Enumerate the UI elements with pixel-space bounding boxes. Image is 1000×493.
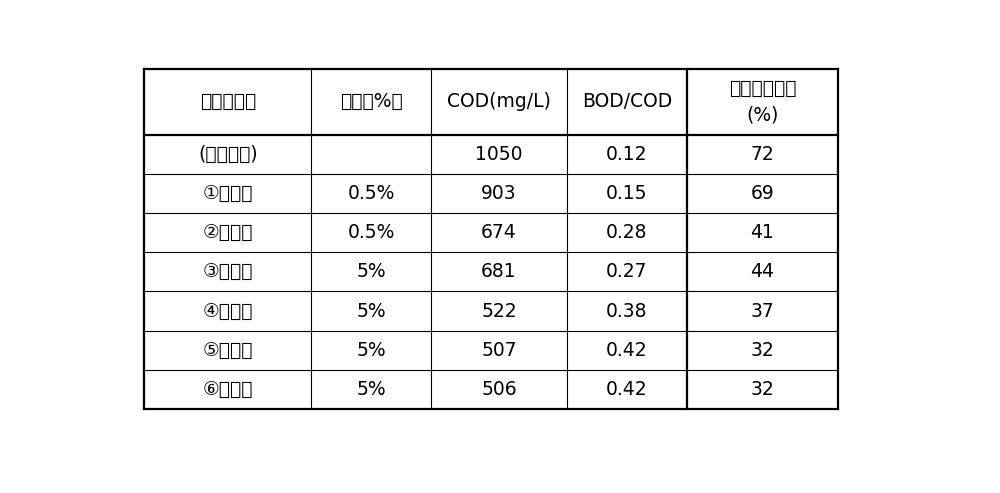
Text: 903: 903	[481, 184, 517, 203]
Text: 681: 681	[481, 262, 517, 282]
Text: 522: 522	[481, 302, 517, 320]
Text: ⑥催化后: ⑥催化后	[202, 380, 253, 399]
Text: 0.28: 0.28	[606, 223, 648, 243]
Text: BOD/COD: BOD/COD	[582, 92, 672, 111]
Text: ④催化后: ④催化后	[202, 302, 253, 320]
Text: 催化剂种类: 催化剂种类	[200, 92, 256, 111]
Text: 0.42: 0.42	[606, 380, 648, 399]
Text: 0.12: 0.12	[606, 145, 648, 164]
Text: 荧光染色毒性
(%): 荧光染色毒性 (%)	[729, 79, 796, 125]
Text: COD(mg/L): COD(mg/L)	[447, 92, 551, 111]
Text: 0.42: 0.42	[606, 341, 648, 359]
Text: 5%: 5%	[356, 262, 386, 282]
Text: 69: 69	[751, 184, 774, 203]
Text: 5%: 5%	[356, 380, 386, 399]
Text: 674: 674	[481, 223, 517, 243]
Text: 5%: 5%	[356, 302, 386, 320]
Text: 0.5%: 0.5%	[347, 184, 395, 203]
Text: 507: 507	[481, 341, 517, 359]
Text: ②催化后: ②催化后	[202, 223, 253, 243]
Text: (废水水样): (废水水样)	[198, 145, 258, 164]
Text: ⑤催化后: ⑤催化后	[202, 341, 253, 359]
Text: 72: 72	[751, 145, 774, 164]
Text: ①催化后: ①催化后	[202, 184, 253, 203]
Text: 506: 506	[481, 380, 517, 399]
Text: 0.27: 0.27	[606, 262, 648, 282]
Text: 用量（%）: 用量（%）	[340, 92, 402, 111]
Text: 5%: 5%	[356, 341, 386, 359]
Text: 41: 41	[751, 223, 774, 243]
Text: 32: 32	[751, 380, 774, 399]
Text: 0.5%: 0.5%	[347, 223, 395, 243]
Text: 32: 32	[751, 341, 774, 359]
Text: 0.38: 0.38	[606, 302, 648, 320]
Text: 44: 44	[750, 262, 774, 282]
Text: ③催化后: ③催化后	[202, 262, 253, 282]
Text: 0.15: 0.15	[606, 184, 648, 203]
Text: 1050: 1050	[475, 145, 523, 164]
Text: 37: 37	[751, 302, 774, 320]
